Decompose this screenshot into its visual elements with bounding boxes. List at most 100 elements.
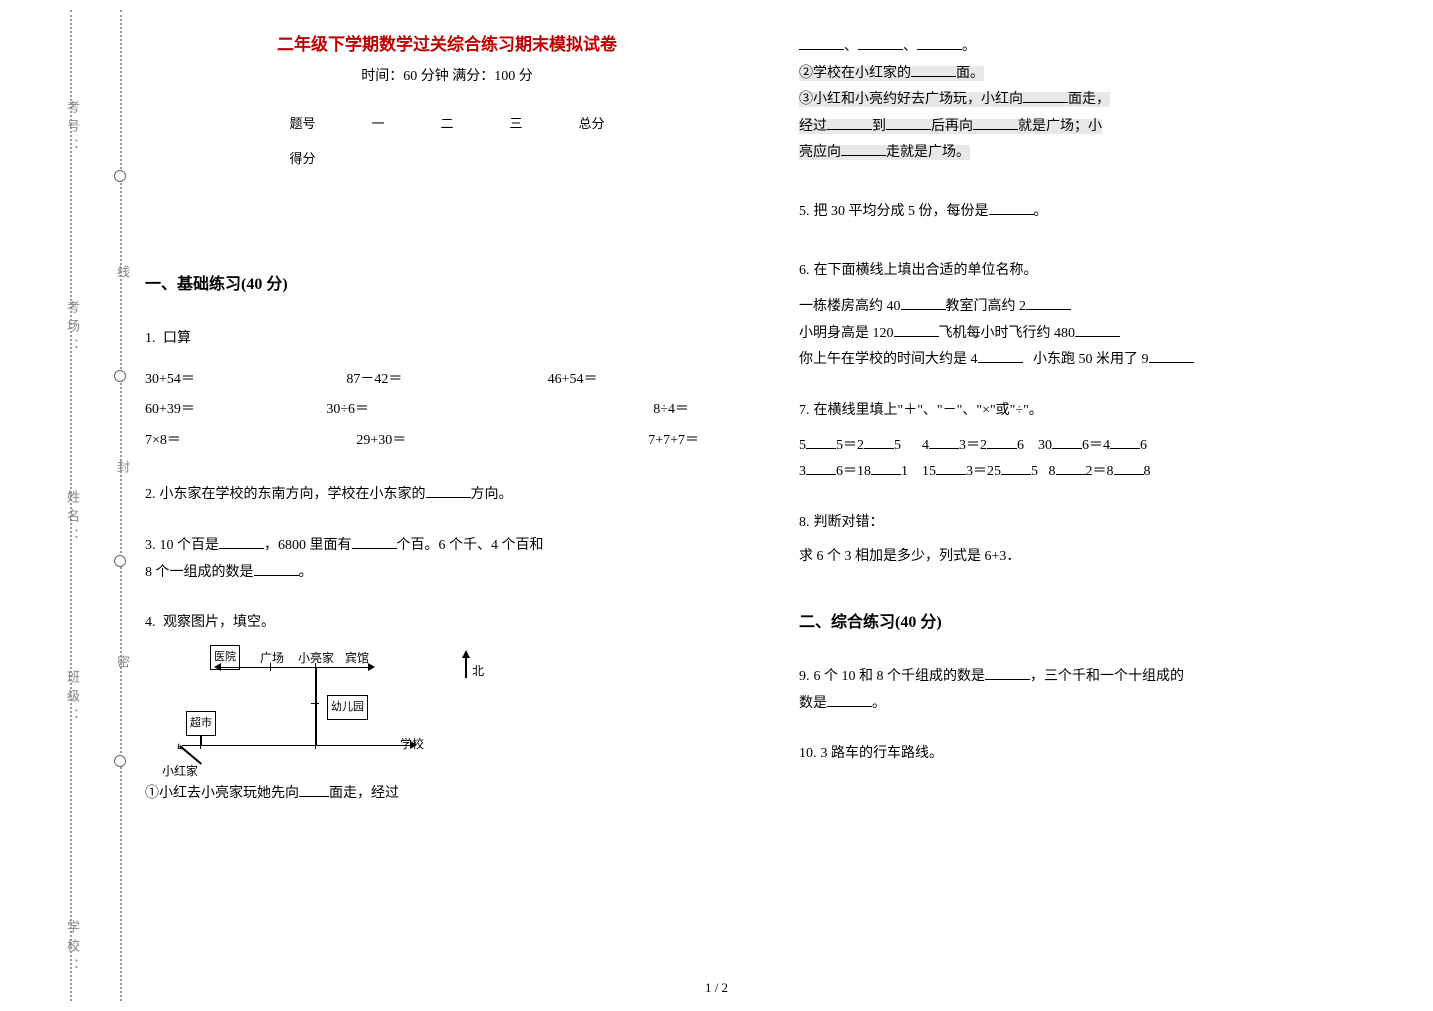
th-3: 三 bbox=[482, 105, 551, 140]
blank bbox=[1110, 435, 1140, 449]
arrow-stem bbox=[465, 658, 467, 678]
q3-a: 10 个百是 bbox=[160, 538, 220, 553]
seal-label-secret: 密 bbox=[113, 655, 132, 678]
margin-label-name: 姓名： bbox=[63, 490, 82, 547]
margin-label-room: 考场： bbox=[63, 300, 82, 357]
blank bbox=[352, 535, 397, 549]
map-hong: 小红家 bbox=[162, 760, 198, 783]
blank bbox=[1026, 296, 1071, 310]
q1-title: 口算 bbox=[163, 331, 191, 346]
q4-12c: 。 bbox=[962, 39, 976, 54]
circle-mark bbox=[114, 755, 126, 767]
tick bbox=[270, 663, 271, 671]
seal-label-line: 线 bbox=[113, 265, 132, 288]
q9-num: 9. bbox=[799, 669, 810, 684]
exam-subtitle: 时间：60 分钟 满分：100 分 bbox=[145, 65, 749, 85]
blank bbox=[871, 461, 901, 475]
map-road-h bbox=[220, 667, 370, 669]
table-row: 得分 bbox=[261, 140, 632, 175]
q7-title: 在横线里填上"＋"、"－"、"×"或"÷"。 bbox=[814, 403, 1043, 418]
blank bbox=[799, 36, 844, 50]
q2-text-b: 方向。 bbox=[471, 487, 513, 502]
tick bbox=[311, 703, 319, 704]
blank bbox=[917, 36, 962, 50]
map-school: 学校 bbox=[400, 733, 424, 756]
q6-l3a: 你上午在学校的时间大约是 4 bbox=[799, 352, 978, 367]
q4-sub1: ①小红去小亮家玩她先向面走，经过 bbox=[145, 781, 749, 808]
q6-line3: 你上午在学校的时间大约是 4 小东跑 50 米用了 9 bbox=[799, 347, 1403, 374]
blank bbox=[864, 435, 894, 449]
q5-a: 把 30 平均分成 5 份，每份是 bbox=[814, 204, 989, 219]
question-3: 3.10 个百是，6800 里面有个百。6 个千、4 个百和 8 个一组成的数是… bbox=[145, 533, 749, 586]
q9-c: 数是 bbox=[799, 696, 827, 711]
arrow-left-icon bbox=[214, 663, 221, 671]
q4-sub2: ②学校在小红家的面。 bbox=[799, 66, 984, 81]
map-road-v bbox=[315, 667, 317, 745]
q6-line2: 小明身高是 120飞机每小时飞行约 480 bbox=[799, 321, 1403, 348]
circle-mark bbox=[114, 170, 126, 182]
th-total: 总分 bbox=[551, 105, 633, 140]
q9-a: 6 个 10 和 8 个千组成的数是 bbox=[814, 669, 986, 684]
blank bbox=[973, 116, 1018, 130]
q4-num: 4. bbox=[145, 615, 156, 630]
q7-line2: 36＝181 153＝255 82＝88 bbox=[799, 459, 1403, 486]
q4-sub3-b: 面走， bbox=[1068, 92, 1110, 107]
blank bbox=[827, 116, 872, 130]
blank bbox=[1052, 435, 1082, 449]
q6-l3b: 小东跑 50 米用了 9 bbox=[1033, 352, 1149, 367]
q4-sub3-e: 后再向 bbox=[931, 119, 973, 134]
calc-row: 7×8＝ 29+30＝ 7+7+7＝ bbox=[145, 428, 749, 455]
page-content: 二年级下学期数学过关综合练习期末模拟试卷 时间：60 分钟 满分：100 分 题… bbox=[145, 30, 1403, 981]
q10-num: 10. bbox=[799, 746, 817, 761]
q7-num: 7. bbox=[799, 403, 810, 418]
blank bbox=[1149, 349, 1194, 363]
map-road-h2 bbox=[182, 745, 412, 747]
binding-margin: 考号： 考场： 姓名： 班级： 学校： 线 封 密 bbox=[35, 0, 115, 1011]
blank bbox=[985, 666, 1030, 680]
q4-sub1-b: 面走，经过 bbox=[329, 786, 399, 801]
calc-cell: 30+54＝ bbox=[145, 367, 346, 394]
left-column: 二年级下学期数学过关综合练习期末模拟试卷 时间：60 分钟 满分：100 分 题… bbox=[145, 30, 749, 981]
q7-line1: 55＝25 43＝26 306＝46 bbox=[799, 433, 1403, 460]
circle-mark bbox=[114, 555, 126, 567]
margin-label-examno: 考号： bbox=[63, 100, 82, 157]
blank bbox=[806, 435, 836, 449]
q9-d: 。 bbox=[872, 696, 886, 711]
blank bbox=[929, 435, 959, 449]
page-number: 1 / 2 bbox=[705, 980, 728, 996]
calc-cell: 46+54＝ bbox=[548, 367, 749, 394]
q4-12a: 、 bbox=[844, 39, 858, 54]
th-num: 题号 bbox=[261, 105, 343, 140]
blank bbox=[254, 562, 299, 576]
q6-num: 6. bbox=[799, 263, 810, 278]
q4-sub3-c: 经过 bbox=[799, 119, 827, 134]
blank bbox=[841, 142, 886, 156]
blank bbox=[911, 63, 956, 77]
question-7: 7. 在横线里填上"＋"、"－"、"×"或"÷"。 55＝25 43＝26 306… bbox=[799, 398, 1403, 486]
blank bbox=[901, 296, 946, 310]
margin-label-class: 班级： bbox=[63, 670, 82, 727]
question-4: 4. 观察图片，填空。 医院 广场 小亮家 宾馆 幼儿园 bbox=[145, 610, 749, 807]
q4-sub2-a: ②学校在小红家的 bbox=[799, 66, 911, 81]
calc-cell: 7×8＝ bbox=[145, 428, 316, 455]
q4-sub3-h: 走就是广场。 bbox=[886, 145, 970, 160]
td-score: 得分 bbox=[261, 140, 343, 175]
margin-label-school: 学校： bbox=[63, 920, 82, 977]
th-1: 一 bbox=[343, 105, 412, 140]
tick bbox=[315, 741, 316, 749]
exam-title: 二年级下学期数学过关综合练习期末模拟试卷 bbox=[145, 30, 749, 55]
q3-e: 。 bbox=[299, 565, 313, 580]
q8-text: 求 6 个 3 相加是多少，列式是 6+3． bbox=[799, 544, 1403, 571]
blank bbox=[299, 783, 329, 797]
q10-text: 3 路车的行车路线。 bbox=[821, 746, 944, 761]
q4-sub3-g: 亮应向 bbox=[799, 145, 841, 160]
q8-title: 判断对错： bbox=[814, 515, 884, 530]
q8-num: 8. bbox=[799, 515, 810, 530]
q3-c: 个百。6 个千、4 个百和 bbox=[397, 538, 544, 553]
q2-num: 2. bbox=[145, 487, 156, 502]
blank bbox=[936, 461, 966, 475]
score-table: 题号 一 二 三 总分 得分 bbox=[261, 105, 632, 175]
blank bbox=[1075, 323, 1120, 337]
q4-title: 观察图片，填空。 bbox=[163, 615, 275, 630]
question-8: 8. 判断对错： 求 6 个 3 相加是多少，列式是 6+3． bbox=[799, 510, 1403, 571]
